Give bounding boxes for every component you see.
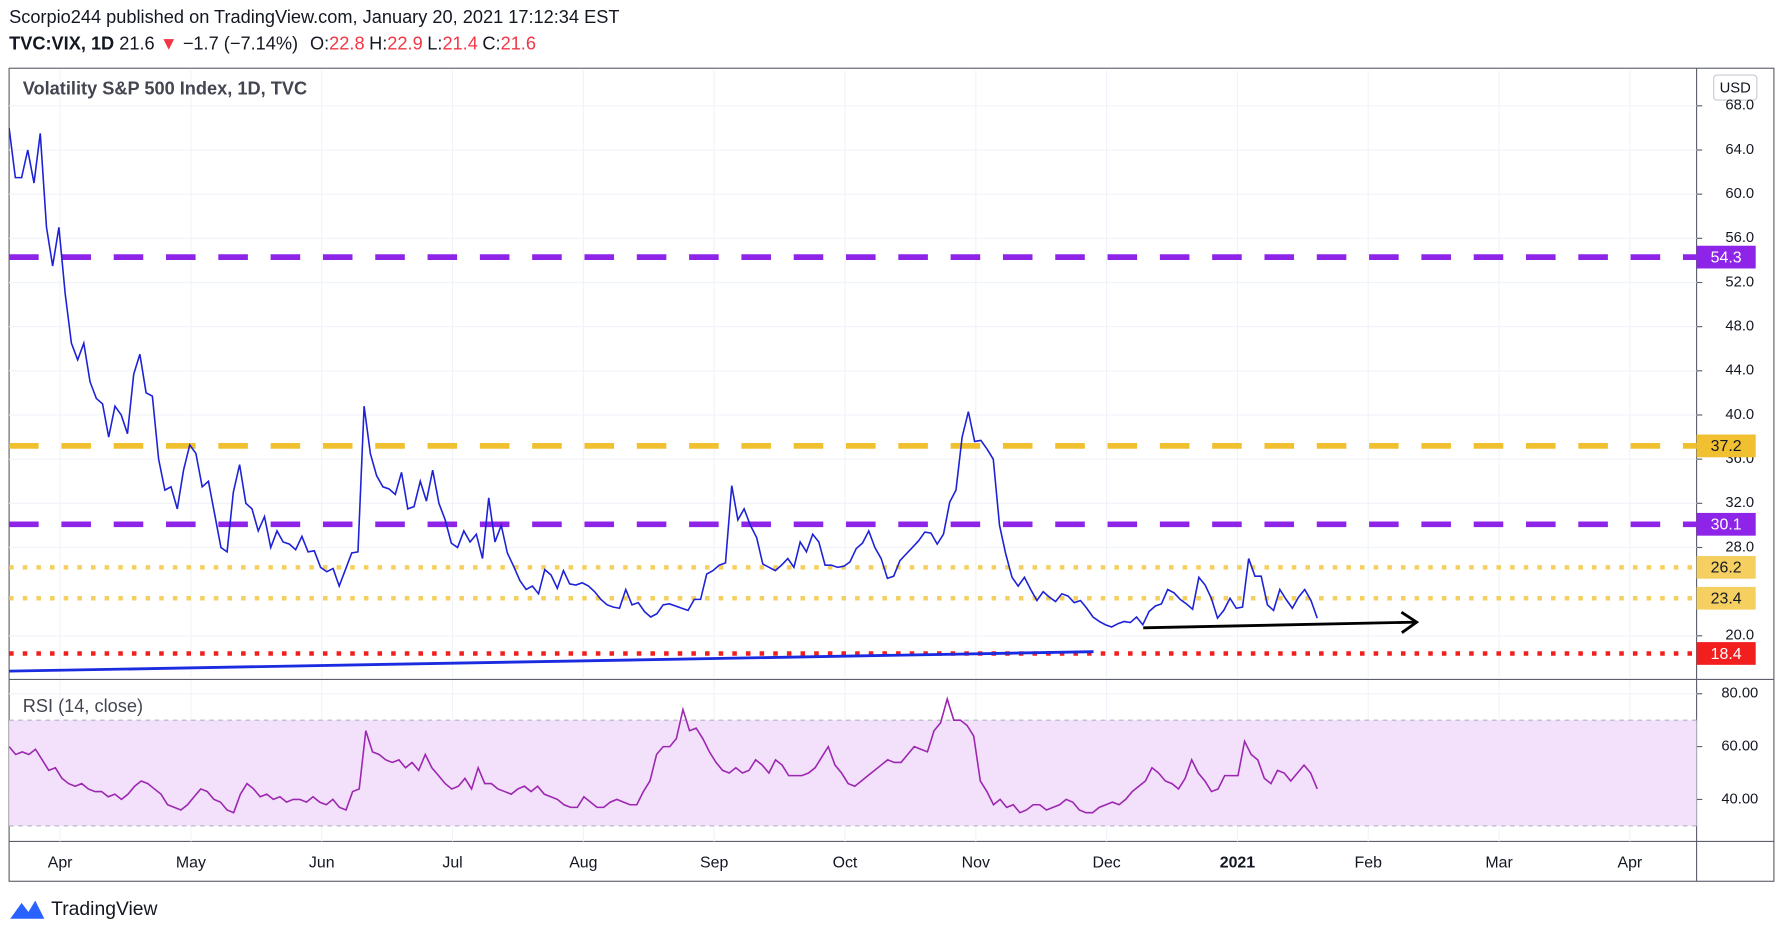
down-arrow: ▼ [160,33,178,53]
series-line [9,127,1318,628]
tv-logo [10,900,45,919]
series-line [9,696,1318,814]
y-tick-label: 20.0 [1725,628,1754,644]
rsi-band [9,720,1697,826]
y-tick-label: 40.00 [1721,791,1758,807]
symbol: TVC:VIX, 1D [9,33,114,53]
publisher-line: Scorpio244 published on TradingView.com,… [9,7,619,27]
y-tick-label: 64.0 [1725,142,1754,158]
x-tick-label: Sep [700,854,728,871]
y-tick-label: 32.0 [1725,495,1754,511]
level-badge [1696,512,1756,536]
symbol-line: TVC:VIX, 1D 21.6 ▼ −1.7 (−7.14%) O:22.8 H… [9,33,536,53]
x-tick-label: Oct [833,854,858,871]
currency-box[interactable] [1713,74,1758,101]
marks [9,127,1697,827]
level-badge-label: 26.2 [1711,560,1742,577]
y-tick-label: 60.00 [1721,739,1758,755]
x-tick-label: Nov [962,854,990,871]
x-tick-label: Aug [569,854,597,871]
x-tick-label: Jul [442,854,462,871]
x-tick-label: 2021 [1220,854,1256,871]
level-badge-label: 18.4 [1711,646,1742,663]
x-tick-label: May [176,854,206,871]
y-tick-label: 60.0 [1725,186,1754,202]
y-tick-label: 80.00 [1721,686,1758,702]
y-tick-label: 56.0 [1725,230,1754,246]
y-tick-label: 40.0 [1725,407,1754,423]
y-tick-label: 44.0 [1725,363,1754,379]
level-badge [1696,555,1756,579]
frame [8,67,1775,882]
x-tick-label: Mar [1485,854,1513,871]
y-tick-label: 28.0 [1725,539,1754,555]
y-tick-label: 68.0 [1725,98,1754,114]
main-title: Volatility S&P 500 Index, 1D, TVC [23,79,307,99]
ohlc-key: L: [427,33,442,53]
level-badge-label: 30.1 [1711,517,1742,534]
y-tick-label: 52.0 [1725,274,1754,290]
last-price: 21.6 [119,33,154,53]
level-badge [1696,245,1756,269]
ohlc-key: C: [482,33,500,53]
ohlc-key: H: [369,33,387,53]
x-tick-label: Jun [309,854,335,871]
levels [9,254,1697,656]
x-tick-label: Dec [1092,854,1120,871]
ohlc-value: 21.6 [501,33,536,53]
ohlc-key: O: [310,33,329,53]
level-badge [1696,434,1756,458]
rsi-title: RSI (14, close) [23,696,143,716]
labels: Apr May Jun Jul Aug Sep Oct Nov Dec 2021 Feb Mar Apr… [48,98,1759,872]
trendline [9,650,1094,673]
currency: USD [1720,81,1751,97]
level-badge-label: 37.2 [1711,438,1742,455]
level-badge [1696,642,1756,665]
footer-brand: TradingView [51,899,157,920]
ohlc-value: 21.4 [442,33,477,53]
ohlc-value: 22.8 [329,33,364,53]
x-tick-label: Apr [48,854,73,871]
x-tick-label: Apr [1617,854,1642,871]
ohlc-value: 22.9 [387,33,422,53]
x-tick-label: Feb [1355,854,1383,871]
change: −1.7 (−7.14%) [183,33,298,53]
level-badge-label: 23.4 [1711,591,1742,608]
y-tick-label: 48.0 [1725,319,1754,335]
level-badge-label: 54.3 [1711,249,1742,266]
trendline [1143,620,1417,630]
trendline-arrowhead [1400,610,1420,634]
logo-icon [10,900,45,919]
level-badge [1696,586,1756,610]
